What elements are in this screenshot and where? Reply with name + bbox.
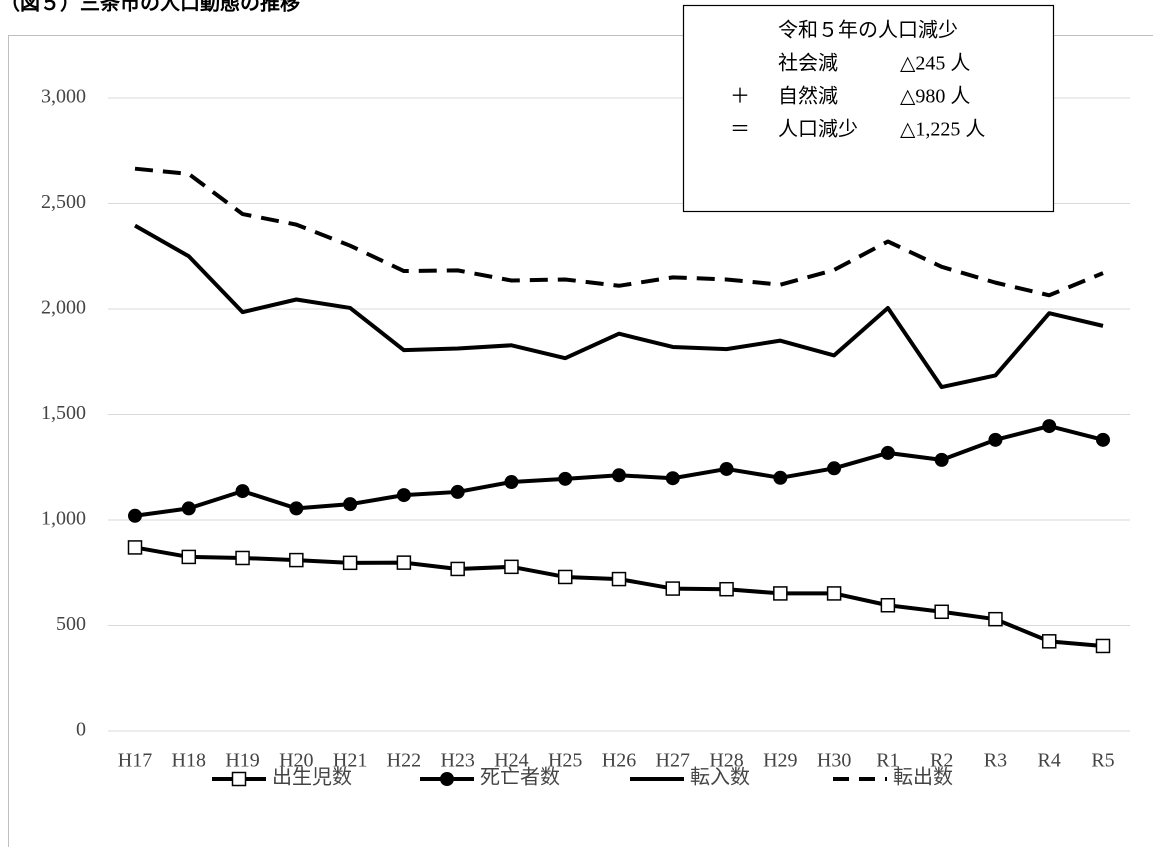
y-tick-label: 2,500 bbox=[41, 191, 86, 213]
marker bbox=[612, 468, 626, 483]
marker bbox=[557, 569, 573, 585]
annotation-value: △1,225 人 bbox=[900, 118, 985, 141]
marker bbox=[289, 501, 304, 516]
marker bbox=[440, 772, 454, 786]
marker bbox=[773, 586, 788, 601]
marker bbox=[128, 508, 142, 523]
x-tick-label: H20 bbox=[279, 750, 313, 772]
marker bbox=[1096, 432, 1110, 447]
series-line bbox=[134, 223, 1104, 390]
marker bbox=[1041, 634, 1057, 649]
marker bbox=[988, 432, 1003, 447]
marker bbox=[1042, 419, 1057, 434]
marker bbox=[127, 540, 143, 555]
marker bbox=[181, 501, 196, 516]
x-tick-label: H27 bbox=[656, 750, 690, 772]
y-tick-label: 500 bbox=[56, 613, 86, 635]
x-tick-label: H17 bbox=[118, 750, 152, 772]
marker bbox=[396, 555, 412, 570]
x-tick-label: R4 bbox=[1038, 750, 1061, 772]
marker bbox=[934, 452, 949, 467]
x-tick-label: H28 bbox=[709, 750, 743, 772]
annotation-value: △980 人 bbox=[900, 85, 970, 108]
legend-label: 出生児数 bbox=[272, 766, 352, 789]
annotation-label: 自然減 bbox=[778, 85, 838, 108]
marker bbox=[988, 611, 1003, 627]
marker bbox=[342, 555, 358, 571]
marker bbox=[504, 559, 519, 575]
x-tick-label: H24 bbox=[494, 750, 528, 772]
annotation-op: ＋ bbox=[730, 86, 750, 108]
marker bbox=[396, 488, 411, 503]
marker bbox=[880, 597, 896, 613]
y-tick-label: 1,000 bbox=[41, 508, 86, 530]
y-tick-label: 2,000 bbox=[41, 297, 86, 319]
legend-label: 転出数 bbox=[893, 766, 953, 789]
y-tick-label: 1,500 bbox=[41, 402, 86, 424]
series-line bbox=[134, 166, 1104, 298]
marker bbox=[719, 581, 734, 597]
marker bbox=[289, 552, 304, 568]
marker bbox=[450, 484, 465, 499]
marker bbox=[450, 561, 465, 577]
x-tick-label: R3 bbox=[984, 750, 1007, 772]
x-tick-label: H29 bbox=[763, 750, 797, 772]
marker bbox=[719, 461, 734, 476]
legend-label: 転入数 bbox=[690, 766, 750, 789]
y-tick-label: 3,000 bbox=[41, 86, 86, 108]
marker bbox=[235, 550, 250, 566]
marker bbox=[235, 484, 250, 499]
marker bbox=[826, 586, 842, 601]
marker bbox=[880, 445, 895, 460]
x-tick-label: R1 bbox=[876, 750, 899, 772]
legend-label: 死亡者数 bbox=[480, 766, 560, 789]
marker bbox=[504, 475, 519, 490]
marker bbox=[665, 471, 680, 486]
marker bbox=[181, 549, 197, 565]
annotation-heading: 令和５年の人口減少 bbox=[778, 19, 958, 42]
annotation-op: ＝ bbox=[730, 119, 750, 141]
marker bbox=[558, 471, 573, 486]
annotation-value: △245 人 bbox=[900, 52, 970, 75]
marker bbox=[665, 581, 681, 596]
x-tick-label: H23 bbox=[440, 750, 474, 772]
marker bbox=[773, 470, 788, 485]
x-tick-label: R5 bbox=[1091, 750, 1114, 772]
x-tick-label: H25 bbox=[548, 750, 582, 772]
x-tick-label: R2 bbox=[930, 750, 953, 772]
marker bbox=[231, 771, 247, 787]
marker bbox=[827, 461, 842, 476]
x-tick-label: H19 bbox=[225, 750, 259, 772]
x-tick-label: H22 bbox=[387, 750, 421, 772]
chart-title: （図５）三条市の人口動態の推移 bbox=[0, 0, 300, 14]
annotation-label: 人口減少 bbox=[778, 118, 858, 141]
marker bbox=[1095, 638, 1111, 654]
x-tick-label: H18 bbox=[172, 750, 206, 772]
x-tick-label: H21 bbox=[333, 750, 367, 772]
y-tick-label: 0 bbox=[76, 719, 86, 741]
annotation-label: 社会減 bbox=[778, 52, 838, 75]
annotation-box bbox=[682, 4, 1055, 213]
marker bbox=[611, 571, 627, 587]
marker bbox=[343, 497, 358, 512]
marker bbox=[934, 604, 949, 620]
x-tick-label: H30 bbox=[817, 750, 851, 772]
x-tick-label: H26 bbox=[602, 750, 636, 772]
